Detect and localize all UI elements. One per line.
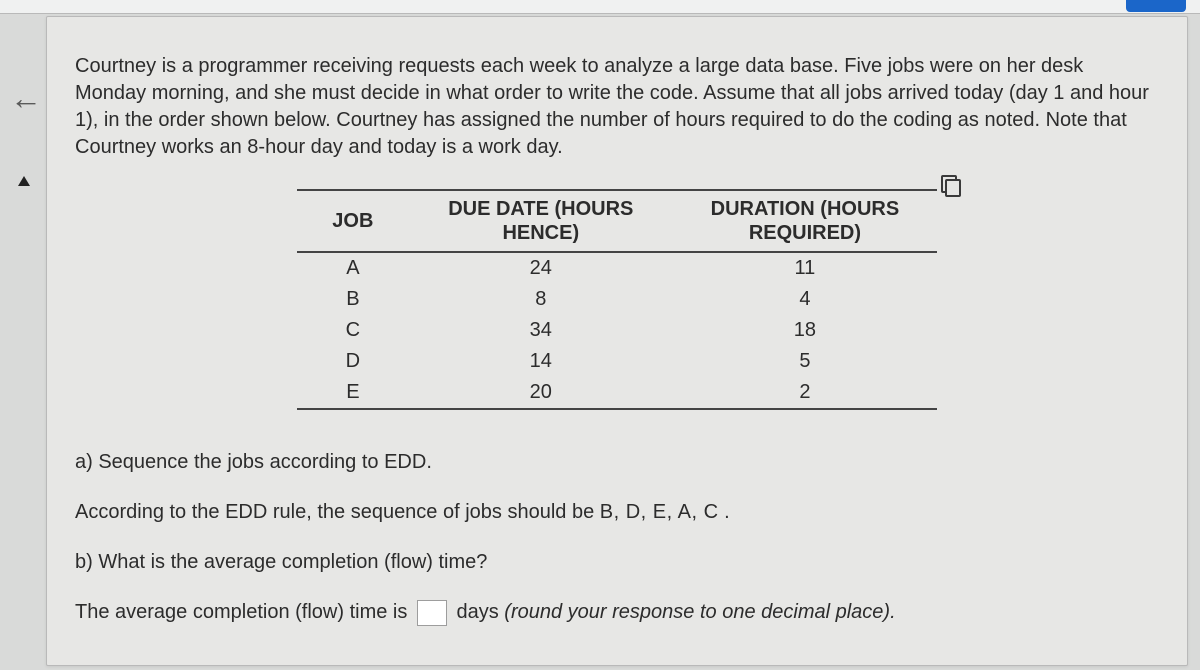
jobs-table-wrap: JOB DUE DATE (HOURS HENCE) DURATION (HOU…	[297, 189, 937, 410]
part-a-line: According to the EDD rule, the sequence …	[75, 496, 1159, 528]
back-arrow-icon[interactable]: ←	[10, 80, 42, 117]
table-row: A 24 11	[297, 252, 937, 284]
col-due: DUE DATE (HOURS HENCE)	[409, 190, 673, 252]
jobs-table: JOB DUE DATE (HOURS HENCE) DURATION (HOU…	[297, 189, 937, 410]
cell-dur: 18	[673, 315, 937, 346]
part-a-lead: According to the EDD rule, the sequence …	[75, 501, 600, 523]
scroll-up-icon[interactable]	[18, 176, 30, 186]
cell-job: B	[297, 284, 409, 315]
window-accent-bar	[1126, 0, 1186, 12]
cell-job: E	[297, 377, 409, 409]
cell-due: 8	[409, 284, 673, 315]
window-top-strip	[0, 0, 1200, 14]
part-b-unit: days	[456, 601, 504, 623]
cell-job: D	[297, 346, 409, 377]
table-row: D 14 5	[297, 346, 937, 377]
cell-due: 20	[409, 377, 673, 409]
cell-due: 24	[409, 252, 673, 284]
copy-icon[interactable]	[941, 175, 959, 193]
cell-dur: 11	[673, 252, 937, 284]
cell-dur: 2	[673, 377, 937, 409]
cell-due: 34	[409, 315, 673, 346]
problem-statement: Courtney is a programmer receiving reque…	[75, 53, 1159, 161]
part-b-prompt: b) What is the average completion (flow)…	[75, 546, 1159, 578]
part-b-hint: (round your response to one decimal plac…	[504, 601, 895, 623]
part-a-tail: .	[724, 501, 730, 523]
qa-section: a) Sequence the jobs according to EDD. A…	[75, 446, 1159, 628]
cell-job: A	[297, 252, 409, 284]
question-card: Courtney is a programmer receiving reque…	[46, 16, 1188, 666]
table-row: C 34 18	[297, 315, 937, 346]
table-row: E 20 2	[297, 377, 937, 409]
table-row: B 8 4	[297, 284, 937, 315]
part-b-line: The average completion (flow) time is da…	[75, 596, 1159, 628]
col-duration: DURATION (HOURS REQUIRED)	[673, 190, 937, 252]
cell-dur: 4	[673, 284, 937, 315]
cell-dur: 5	[673, 346, 937, 377]
cell-due: 14	[409, 346, 673, 377]
answer-input[interactable]	[417, 600, 447, 626]
cell-job: C	[297, 315, 409, 346]
part-a-prompt: a) Sequence the jobs according to EDD.	[75, 446, 1159, 478]
col-job: JOB	[297, 190, 409, 252]
table-header-row: JOB DUE DATE (HOURS HENCE) DURATION (HOU…	[297, 190, 937, 252]
part-a-answer: B, D, E, A, C	[600, 501, 719, 523]
part-b-lead: The average completion (flow) time is	[75, 601, 413, 623]
